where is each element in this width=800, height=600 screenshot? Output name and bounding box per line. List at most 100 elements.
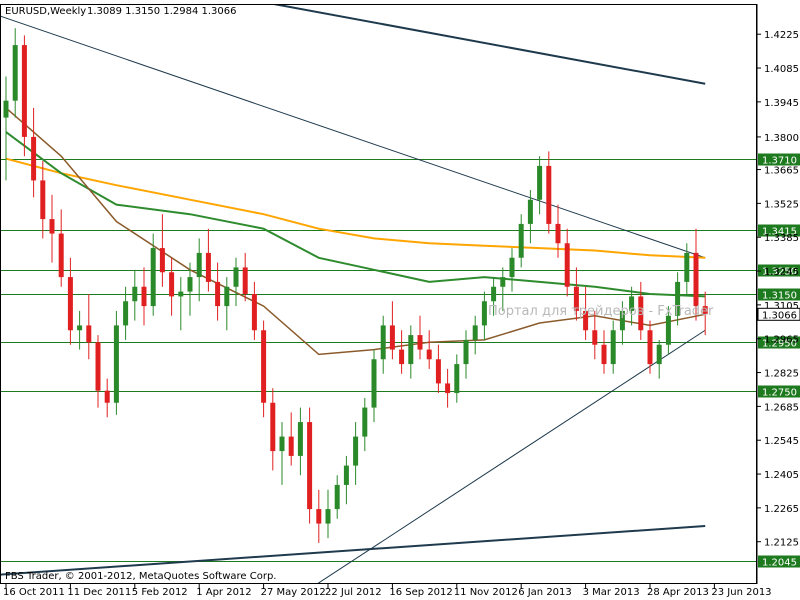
candle (619, 301, 625, 345)
candle-body (675, 281, 681, 316)
candle-body (509, 257, 515, 278)
candle (307, 407, 313, 524)
candle-body (362, 407, 368, 437)
candle-body (104, 390, 110, 403)
candle (21, 35, 27, 157)
candle-body (555, 223, 561, 244)
candle-body (132, 286, 138, 302)
candle (77, 310, 83, 350)
trendlines (0, 4, 706, 584)
candle (334, 475, 340, 519)
candle (629, 286, 635, 326)
candle (445, 368, 451, 408)
candle-body (159, 248, 165, 273)
candle (500, 267, 506, 311)
candle (426, 330, 432, 369)
watermark-text: Портал для трейдеров - FxTrader (488, 304, 714, 319)
level-label: 1.3150 (762, 291, 797, 302)
level-label: 1.3710 (762, 156, 797, 167)
candle (178, 277, 184, 331)
candle (58, 209, 64, 287)
candle-body (426, 349, 432, 360)
candle (31, 107, 37, 198)
x-tick-label: 3 Mar 2013 (583, 587, 640, 598)
x-tick-label: 6 Jan 2013 (518, 587, 572, 598)
candle (417, 315, 423, 360)
candle (702, 291, 708, 336)
candle (656, 339, 662, 379)
candle (224, 277, 230, 331)
candle (141, 267, 147, 326)
candle (610, 320, 616, 374)
y-tick-label: 1.3105 (764, 301, 799, 312)
candles (3, 28, 708, 543)
candle-body (325, 509, 331, 524)
x-tick-label: 16 Oct 2011 (3, 587, 65, 598)
candle (353, 422, 359, 485)
candle (537, 156, 543, 215)
candle-body (334, 484, 340, 510)
candle-body (67, 277, 73, 331)
candle (196, 238, 202, 302)
candle-body (638, 296, 644, 331)
candle-body (270, 402, 276, 452)
candle-body (693, 252, 699, 307)
candle-body (224, 286, 230, 307)
candle (693, 228, 699, 321)
y-tick-label: 1.2125 (764, 538, 799, 549)
candle-body (629, 296, 635, 311)
candle (288, 412, 294, 466)
symbol-label: EURUSD,Weekly (5, 6, 86, 17)
candle-body (205, 252, 211, 282)
candle-body (408, 335, 414, 365)
candle-body (601, 344, 607, 365)
candle-body (546, 165, 552, 224)
candle-body (435, 359, 441, 384)
candle (325, 489, 331, 539)
trendline-top-channel (268, 4, 706, 85)
candle-body (647, 330, 653, 365)
candle (12, 28, 18, 118)
horizontal-levels: 1.3710 1.3415 1.3250 1.3150 1.2950 1.2750 1.20… (0, 153, 800, 569)
candle-body (261, 330, 267, 403)
candle (40, 161, 46, 239)
y-tick-label: 1.2685 (764, 402, 799, 413)
candle-body (316, 509, 322, 524)
candle-body (251, 294, 257, 331)
candle (123, 286, 129, 340)
ma-long-line (5, 157, 706, 259)
level-tag (758, 385, 800, 398)
candle-body (472, 325, 478, 340)
trendline-lower-support (316, 329, 706, 584)
candle (601, 330, 607, 374)
candle-body (564, 243, 570, 287)
candle-body (702, 306, 708, 315)
candle-body (399, 349, 405, 365)
candle (408, 325, 414, 379)
candle-body (86, 325, 92, 343)
candle-body (40, 180, 46, 220)
candle-body (123, 301, 129, 326)
candle (509, 248, 515, 292)
candle (389, 301, 395, 360)
copyright-label: FBS Trader, © 2001-2012, MetaQuotes Soft… (5, 571, 276, 582)
candle-body (178, 291, 184, 297)
candle-body (371, 359, 377, 408)
level-tag (758, 264, 800, 277)
trendline-bottom-channel (0, 525, 706, 576)
candle-body (583, 310, 589, 331)
candle-body (31, 136, 37, 181)
candle (399, 330, 405, 374)
candle (49, 194, 55, 263)
candle-body (481, 301, 487, 326)
y-tick-label: 1.3665 (764, 166, 799, 177)
candle (362, 397, 368, 452)
x-tick-label: 27 May 2012 (261, 587, 326, 598)
candle (675, 272, 681, 326)
candle (435, 344, 441, 394)
candle (187, 262, 193, 316)
candle-body (187, 277, 193, 292)
candle-body (592, 330, 598, 345)
candle-body (77, 325, 83, 331)
